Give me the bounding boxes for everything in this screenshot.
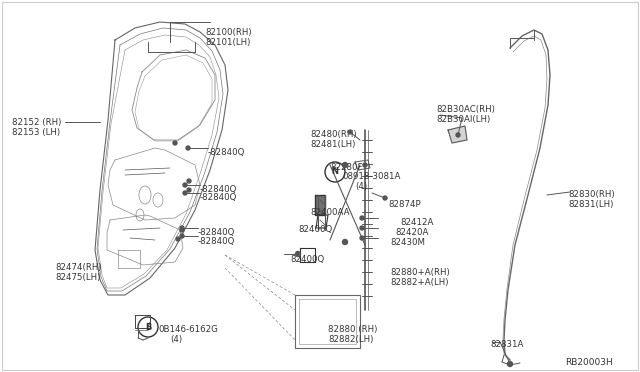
Text: 82100(RH): 82100(RH)	[205, 28, 252, 37]
Text: 0B146-6162G: 0B146-6162G	[158, 325, 218, 334]
Text: N: N	[332, 167, 339, 176]
Text: 82400Q: 82400Q	[290, 255, 324, 264]
Circle shape	[183, 183, 187, 187]
Text: -82840Q: -82840Q	[200, 185, 237, 194]
Text: 82830(RH): 82830(RH)	[568, 190, 614, 199]
Text: 82153 (LH): 82153 (LH)	[12, 128, 60, 137]
Text: 82420A: 82420A	[395, 228, 428, 237]
Circle shape	[180, 228, 184, 232]
Circle shape	[180, 226, 184, 230]
Text: 82475(LH): 82475(LH)	[55, 273, 100, 282]
Circle shape	[183, 191, 187, 195]
Text: 82882(LH): 82882(LH)	[328, 335, 373, 344]
Circle shape	[360, 236, 364, 240]
Text: RB20003H: RB20003H	[565, 358, 612, 367]
Circle shape	[187, 179, 191, 183]
Text: 82400AA: 82400AA	[310, 208, 349, 217]
Text: 82412A: 82412A	[400, 218, 433, 227]
Circle shape	[173, 141, 177, 145]
Text: (4): (4)	[355, 182, 367, 191]
Text: 82280F: 82280F	[330, 163, 362, 172]
Polygon shape	[448, 126, 467, 143]
Circle shape	[187, 188, 191, 192]
Circle shape	[180, 234, 184, 238]
Text: 08918-3081A: 08918-3081A	[342, 172, 401, 181]
Circle shape	[186, 146, 190, 150]
Text: B: B	[145, 323, 151, 331]
Polygon shape	[315, 195, 325, 215]
Circle shape	[508, 362, 513, 366]
Circle shape	[456, 133, 460, 137]
Circle shape	[176, 237, 180, 241]
Circle shape	[296, 251, 301, 257]
Text: 82874P: 82874P	[388, 200, 420, 209]
Text: 82831(LH): 82831(LH)	[568, 200, 613, 209]
Text: 82831A: 82831A	[490, 340, 524, 349]
Circle shape	[383, 196, 387, 200]
Text: 82880 (RH): 82880 (RH)	[328, 325, 378, 334]
Text: -82840Q: -82840Q	[200, 193, 237, 202]
Text: 82B30AC(RH): 82B30AC(RH)	[436, 105, 495, 114]
Text: -82840Q: -82840Q	[208, 148, 245, 157]
Text: 82152 (RH): 82152 (RH)	[12, 118, 61, 127]
Circle shape	[348, 130, 352, 134]
Text: 82400Q: 82400Q	[298, 225, 332, 234]
Text: -82840Q: -82840Q	[198, 228, 236, 237]
Circle shape	[342, 163, 348, 167]
Circle shape	[342, 240, 348, 244]
Text: 82880+A(RH): 82880+A(RH)	[390, 268, 450, 277]
Text: 82430M: 82430M	[390, 238, 425, 247]
Text: -82840Q: -82840Q	[198, 237, 236, 246]
Circle shape	[360, 216, 364, 220]
Text: 82474(RH): 82474(RH)	[55, 263, 102, 272]
Text: 82481(LH): 82481(LH)	[310, 140, 355, 149]
Text: 82882+A(LH): 82882+A(LH)	[390, 278, 449, 287]
Text: (4): (4)	[170, 335, 182, 344]
Text: 82101(LH): 82101(LH)	[205, 38, 250, 47]
Text: 82480(RH): 82480(RH)	[310, 130, 356, 139]
Text: 82B30AI(LH): 82B30AI(LH)	[436, 115, 490, 124]
Circle shape	[363, 163, 367, 167]
Circle shape	[360, 226, 364, 230]
